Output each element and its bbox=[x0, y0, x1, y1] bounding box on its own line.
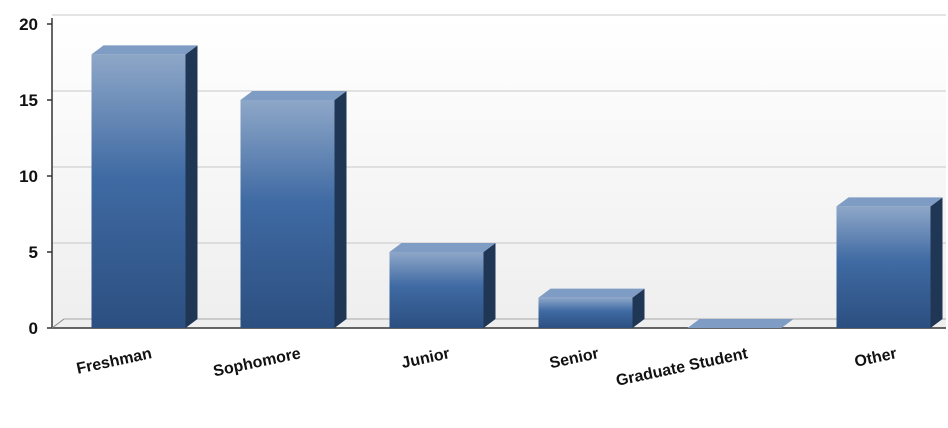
bar-side bbox=[632, 288, 645, 328]
bar-side bbox=[185, 45, 198, 329]
category-label: Senior bbox=[548, 345, 600, 372]
bar-side bbox=[483, 243, 496, 328]
bar bbox=[836, 197, 943, 328]
bar-side bbox=[930, 197, 943, 328]
y-tick-label: 0 bbox=[29, 319, 38, 338]
bar-front bbox=[538, 297, 633, 328]
axes bbox=[51, 18, 946, 329]
category-label: Graduate Student bbox=[614, 345, 749, 390]
bars bbox=[91, 45, 943, 329]
bar-front bbox=[91, 54, 186, 329]
bar bbox=[91, 45, 198, 329]
bar bbox=[240, 91, 347, 328]
y-tick-label: 5 bbox=[29, 243, 38, 262]
bar-front bbox=[836, 206, 931, 328]
bar-top bbox=[836, 197, 943, 207]
bar-front bbox=[240, 100, 335, 328]
bar-top bbox=[538, 288, 645, 298]
bar-top bbox=[91, 45, 198, 55]
plot-background bbox=[52, 18, 946, 328]
y-tick-label: 10 bbox=[19, 167, 38, 186]
category-label: Sophomore bbox=[212, 345, 303, 380]
category-label: Other bbox=[853, 345, 898, 371]
bar-side bbox=[334, 91, 347, 328]
bar bbox=[687, 319, 794, 328]
category-label: Junior bbox=[400, 345, 451, 372]
bar-top bbox=[687, 319, 794, 328]
bar bbox=[538, 288, 645, 328]
y-tick-labels: 0 5 10 15 20 bbox=[19, 15, 52, 338]
bar bbox=[389, 243, 496, 328]
y-tick-label: 15 bbox=[19, 91, 38, 110]
bar-top bbox=[389, 243, 496, 252]
bar-front bbox=[389, 252, 484, 328]
floor-edge bbox=[51, 318, 65, 329]
category-labels: Freshman Sophomore Junior Senior Graduate St… bbox=[75, 345, 898, 390]
y-tick-label: 20 bbox=[19, 15, 38, 34]
grid-lines bbox=[52, 14, 946, 244]
category-label: Freshman bbox=[75, 345, 153, 378]
bar-top bbox=[240, 91, 347, 100]
